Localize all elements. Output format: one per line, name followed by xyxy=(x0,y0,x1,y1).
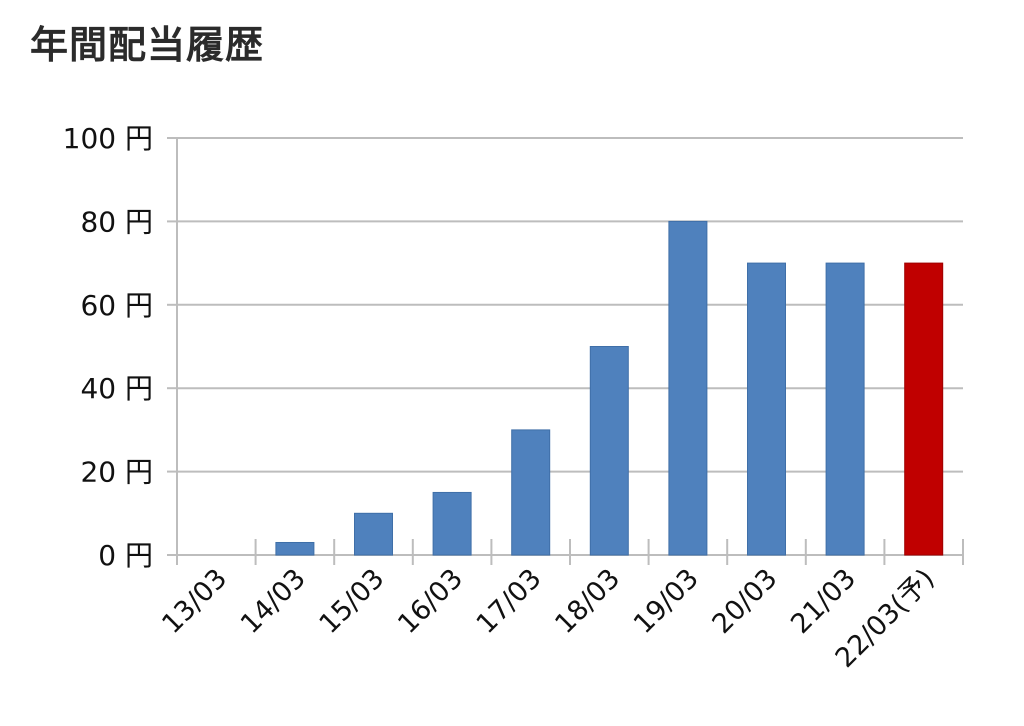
bar-14/03 xyxy=(275,541,315,556)
x-tick-label: 18/03 xyxy=(549,563,626,640)
y-tick-label: 0 円 xyxy=(98,539,153,572)
y-tick-label: 20 円 xyxy=(80,456,153,489)
bar-17/03 xyxy=(511,429,551,556)
bar-20/03 xyxy=(747,262,786,556)
x-tick-label: 14/03 xyxy=(235,563,312,640)
bar-18/03 xyxy=(589,346,629,556)
bars xyxy=(275,220,944,556)
y-tick-label: 100 円 xyxy=(63,122,153,155)
y-tick-label: 60 円 xyxy=(80,289,153,322)
x-tick-labels: 13/03 14/03 15/03 16/03 17/03 18/03 19/03 20/03… xyxy=(156,563,940,674)
y-tick-label: 80 円 xyxy=(80,205,153,238)
bar-19/03 xyxy=(668,220,708,556)
x-tick-label: 17/03 xyxy=(471,563,548,640)
bar-22/03(予) xyxy=(904,262,944,556)
x-tick-label: 16/03 xyxy=(392,563,469,640)
x-tick-label: 21/03 xyxy=(785,563,862,640)
bar-16/03 xyxy=(432,491,472,556)
bar-21/03 xyxy=(825,262,865,556)
x-tick-label: 19/03 xyxy=(628,563,705,640)
y-tick-labels: 0 円 20 円 40 円 60 円 80 円 100 円 xyxy=(63,122,153,572)
x-tick-label: 15/03 xyxy=(314,563,391,640)
y-tick-label: 40 円 xyxy=(80,372,153,405)
chart-title: 年間配当履歴 xyxy=(30,23,265,67)
x-tick-label: 13/03 xyxy=(156,563,233,640)
bar-15/03 xyxy=(354,512,393,556)
x-tick-label: 20/03 xyxy=(707,563,784,640)
